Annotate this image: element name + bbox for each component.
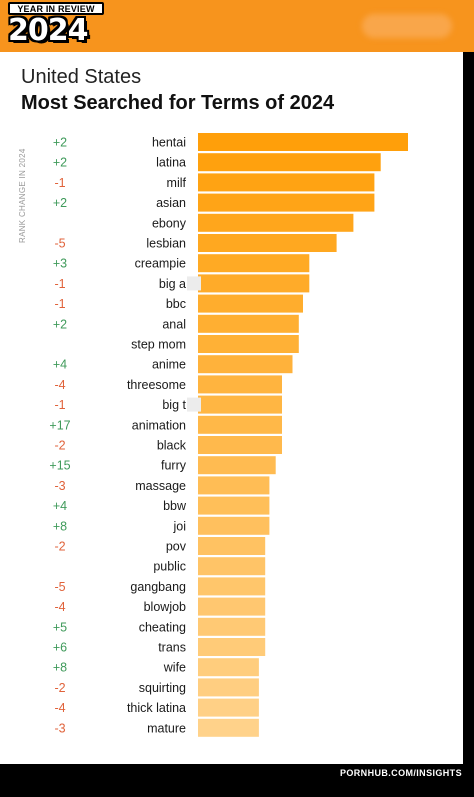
rank-change-value: +2 (53, 156, 67, 170)
category-label: blowjob (144, 600, 186, 614)
bar-bbc (198, 294, 303, 313)
bar-mature (198, 718, 259, 737)
bar-hentai (198, 133, 408, 151)
category-label: trans (158, 641, 186, 655)
bar-threesome (198, 375, 282, 394)
category-label: asian (156, 196, 186, 210)
rank-change-value: +6 (53, 641, 67, 655)
rank-change-value: -3 (54, 721, 65, 735)
rank-change-value: +4 (53, 358, 67, 372)
rank-change-value: +15 (49, 459, 70, 473)
rank-change-value: -5 (54, 580, 65, 594)
bar-wife (198, 658, 259, 677)
category-label: anime (152, 358, 186, 372)
bar-furry (198, 456, 276, 475)
bar-squirting (198, 678, 259, 697)
category-label: ebony (152, 216, 187, 230)
rank-change-value: +2 (53, 317, 67, 331)
bar-trans (198, 638, 266, 656)
chart-subtitle: United States (21, 66, 142, 88)
rank-change-value: +3 (53, 257, 67, 271)
rank-change-value: -2 (54, 540, 65, 554)
blurred-logo (362, 14, 452, 38)
bar-pov (198, 537, 266, 555)
badge-year: 2024 (8, 13, 89, 48)
bar-thick-latina (198, 698, 259, 717)
bar-cheating (198, 617, 266, 636)
year-in-review-badge: YEAR IN REVIEW 2024 (6, 2, 108, 50)
redaction-block (187, 397, 201, 412)
bar-big-a (198, 274, 310, 293)
bar-step-mom (198, 335, 299, 353)
bar-black (198, 436, 282, 454)
chart-title: Most Searched for Terms of 2024 (21, 92, 335, 114)
rank-change-value: -4 (54, 701, 65, 715)
category-label: step mom (131, 338, 186, 352)
category-label: threesome (127, 378, 186, 392)
category-label: thick latina (127, 701, 186, 715)
category-label: creampie (135, 257, 186, 271)
bar-gangbang (198, 577, 266, 596)
category-label: massage (135, 479, 186, 493)
category-label: squirting (139, 681, 186, 695)
rank-change-value: -2 (54, 681, 65, 695)
badge-label: YEAR IN REVIEW (8, 2, 104, 15)
category-label: furry (161, 459, 187, 473)
rank-change-value: -2 (54, 439, 65, 453)
footer-url: PORNHUB.COM/INSIGHTS (339, 768, 462, 778)
rank-change-value: +2 (53, 136, 67, 150)
category-label: big a (159, 277, 186, 291)
rank-change-value: -4 (54, 378, 65, 392)
bar-animation (198, 415, 282, 434)
category-label: bbw (163, 499, 187, 513)
bar-anal (198, 314, 299, 333)
category-label: lesbian (146, 237, 186, 251)
rank-change-value: +2 (53, 196, 67, 210)
rank-change-value: +4 (53, 499, 67, 513)
bar-creampie (198, 254, 310, 273)
category-label: public (153, 560, 186, 574)
bar-anime (198, 355, 293, 374)
category-label: big t (162, 398, 186, 412)
category-label: mature (147, 721, 186, 735)
category-label: anal (162, 317, 186, 331)
category-label: wife (163, 661, 186, 675)
bar-joi (198, 516, 270, 535)
rank-change-value: -3 (54, 479, 65, 493)
header-banner: YEAR IN REVIEW 2024 (0, 0, 474, 52)
category-label: latina (156, 156, 186, 170)
rank-change-value: +8 (53, 519, 67, 533)
category-label: joi (172, 519, 186, 533)
bar-bbw (198, 496, 270, 515)
bar-massage (198, 476, 270, 495)
bar-milf (198, 173, 375, 192)
category-label: black (157, 439, 187, 453)
rank-change-value: +17 (49, 418, 70, 432)
bar-big-t (198, 395, 282, 414)
rank-change-value: -4 (54, 600, 65, 614)
category-label: gangbang (130, 580, 186, 594)
category-label: pov (166, 540, 187, 554)
rank-change-value: +8 (53, 661, 67, 675)
bar-public (198, 557, 266, 576)
category-label: milf (167, 176, 187, 190)
rank-change-value: +5 (53, 620, 67, 634)
category-label: cheating (139, 620, 186, 634)
category-label: bbc (166, 297, 186, 311)
rank-change-value: -1 (54, 277, 65, 291)
rank-change-value: -5 (54, 237, 65, 251)
category-label: hentai (152, 136, 186, 150)
bar-blowjob (198, 597, 266, 616)
bar-latina (198, 153, 381, 172)
bar-lesbian (198, 234, 337, 252)
bar-ebony (198, 213, 354, 232)
bar-asian (198, 193, 375, 212)
redaction-block (187, 276, 201, 291)
rank-change-value: -1 (54, 297, 65, 311)
rank-change-value: -1 (54, 398, 65, 412)
rank-change-value: -1 (54, 176, 65, 190)
category-label: animation (132, 418, 186, 432)
